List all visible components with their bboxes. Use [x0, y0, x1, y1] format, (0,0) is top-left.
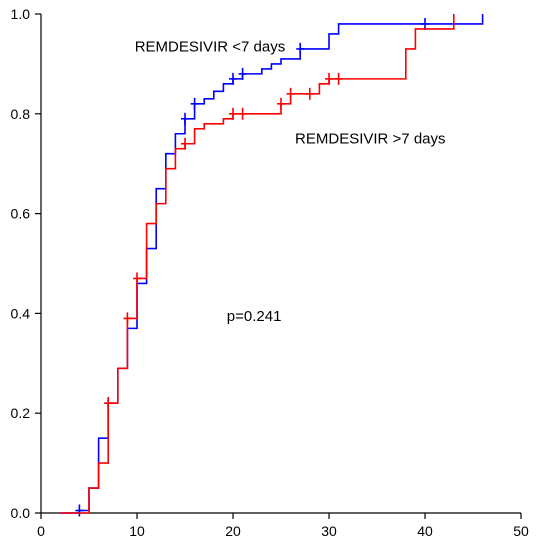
- axes: 0 10 20 30 40 50 0.0 0.2 0.4 0.6 0.8 1.0: [11, 6, 529, 539]
- series-more-than-7-days: [60, 14, 455, 514]
- x-tick-label: 40: [417, 523, 433, 539]
- y-tick-label: 0.6: [11, 206, 31, 222]
- series-less-than-7-days: [60, 14, 484, 517]
- y-tick-label: 0.0: [11, 505, 31, 521]
- x-tick-label: 0: [37, 523, 45, 539]
- y-tick-label: 0.4: [11, 305, 31, 321]
- series-layer: [60, 14, 484, 517]
- series-line: [60, 14, 484, 514]
- annotations: REMDESIVIR <7 days REMDESIVIR >7 days p=0.…: [135, 38, 446, 324]
- series-line: [60, 14, 455, 514]
- annotation-label-more: REMDESIVIR >7 days: [295, 131, 445, 148]
- x-tick-label: 20: [225, 523, 241, 539]
- x-tick-label: 30: [321, 523, 337, 539]
- y-tick-label: 0.2: [11, 405, 31, 421]
- y-tick-label: 0.8: [11, 106, 31, 122]
- x-tick-label: 10: [129, 523, 145, 539]
- annotation-label-less: REMDESIVIR <7 days: [135, 38, 285, 55]
- y-tick-label: 1.0: [11, 6, 31, 22]
- x-tick-label: 50: [513, 523, 529, 539]
- annotation-pvalue: p=0.241: [227, 308, 282, 325]
